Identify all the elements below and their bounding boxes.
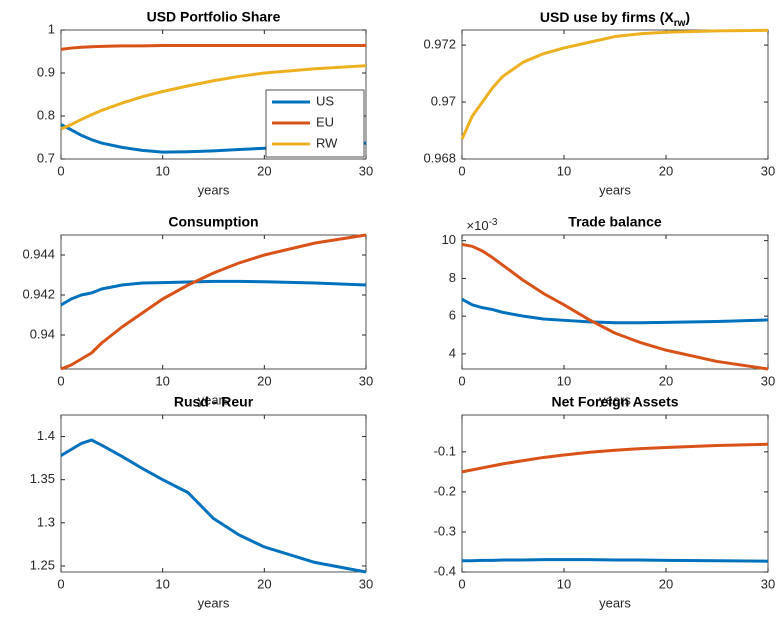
- series-line: [60, 43, 366, 51]
- y-tick-label: 8: [449, 270, 456, 285]
- y-tick-label: 1.3: [37, 514, 55, 529]
- x-tick-label: 10: [557, 163, 571, 178]
- y-tick-label: 0.9: [37, 64, 55, 79]
- y-tick-label: -0.1: [434, 443, 456, 458]
- series-line: [60, 64, 367, 131]
- x-axis-label: years: [198, 182, 230, 197]
- x-tick-label: 0: [458, 163, 465, 178]
- x-tick-label: 10: [155, 163, 169, 178]
- x-tick-label: 20: [659, 163, 673, 178]
- x-tick-label: 10: [557, 373, 571, 388]
- y-tick-label: 1.35: [30, 471, 55, 486]
- y-tick-label: 1: [48, 21, 55, 36]
- y-tick-label: 10: [442, 232, 456, 247]
- x-tick-label: 0: [458, 373, 465, 388]
- series-line: [60, 279, 367, 307]
- x-tick-label: 0: [57, 373, 64, 388]
- chart-title: USD Portfolio Share: [147, 9, 281, 25]
- x-tick-label: 10: [155, 373, 169, 388]
- y-exponent-part: ×10: [467, 218, 489, 233]
- chart-title-part: rw: [674, 18, 686, 29]
- y-tick-label: 0.97: [431, 93, 456, 108]
- legend-label: EU: [316, 114, 334, 129]
- x-axis-label: years: [198, 595, 230, 610]
- x-tick-label: 20: [257, 163, 271, 178]
- legend-label: RW: [316, 135, 338, 150]
- x-tick-label: 30: [359, 163, 373, 178]
- chart-title: Consumption: [168, 214, 258, 230]
- x-axis-label: years: [599, 392, 631, 407]
- x-tick-label: 30: [359, 373, 373, 388]
- chart-title-part: ): [685, 9, 690, 25]
- series-line: [461, 297, 769, 325]
- x-axis-label: years: [599, 595, 631, 610]
- chart-title-part: USD use by firms (X: [540, 9, 674, 25]
- chart-title: USD use by firms (Xrw): [540, 9, 690, 29]
- y-tick-label: 0.942: [22, 286, 55, 301]
- chart-title: Trade balance: [568, 214, 662, 230]
- axes-box: [60, 234, 367, 370]
- y-tick-label: 4: [449, 345, 456, 360]
- y-tick-label: 0.94: [30, 326, 55, 341]
- series-line: [461, 242, 769, 371]
- series-line: [460, 28, 769, 140]
- series-line: [60, 233, 367, 371]
- axes-box: [461, 414, 769, 573]
- y-tick-label: -0.4: [434, 563, 456, 578]
- axes-box: [461, 29, 769, 160]
- axes-box: [60, 414, 367, 573]
- x-tick-label: 20: [257, 373, 271, 388]
- x-tick-label: 30: [761, 373, 775, 388]
- y-tick-label: -0.2: [434, 483, 456, 498]
- x-tick-label: 30: [359, 576, 373, 591]
- y-tick-label: 1.4: [37, 428, 55, 443]
- x-axis-label: years: [599, 182, 631, 197]
- x-tick-label: 10: [155, 576, 169, 591]
- x-tick-label: 20: [659, 373, 673, 388]
- y-tick-label: 0.7: [37, 150, 55, 165]
- series-line: [462, 558, 769, 563]
- axes-box: [461, 234, 769, 370]
- y-tick-label: 1.25: [30, 557, 55, 572]
- x-tick-label: 10: [557, 576, 571, 591]
- chart-title: Rusd - Reur: [174, 394, 254, 410]
- y-tick-label: -0.3: [434, 523, 456, 538]
- y-tick-label: 0.968: [423, 150, 456, 165]
- y-exponent-part: -3: [489, 217, 498, 228]
- x-tick-label: 20: [659, 576, 673, 591]
- series-line: [60, 438, 367, 574]
- x-tick-label: 30: [761, 163, 775, 178]
- x-tick-label: 0: [57, 163, 64, 178]
- y-tick-label: 0.972: [423, 37, 456, 52]
- series-line: [60, 123, 367, 154]
- chart-title: Net Foreign Assets: [551, 394, 678, 410]
- x-tick-label: 30: [761, 576, 775, 591]
- y-tick-label: 6: [449, 308, 456, 323]
- x-axis-label: years: [198, 392, 230, 407]
- y-exponent: ×10-3: [467, 217, 498, 234]
- y-tick-label: 0.8: [37, 107, 55, 122]
- series-line: [461, 442, 769, 474]
- x-tick-label: 20: [257, 576, 271, 591]
- legend-label: US: [316, 93, 334, 108]
- y-tick-label: 0.944: [22, 246, 55, 261]
- x-tick-label: 0: [57, 576, 64, 591]
- x-tick-label: 0: [458, 576, 465, 591]
